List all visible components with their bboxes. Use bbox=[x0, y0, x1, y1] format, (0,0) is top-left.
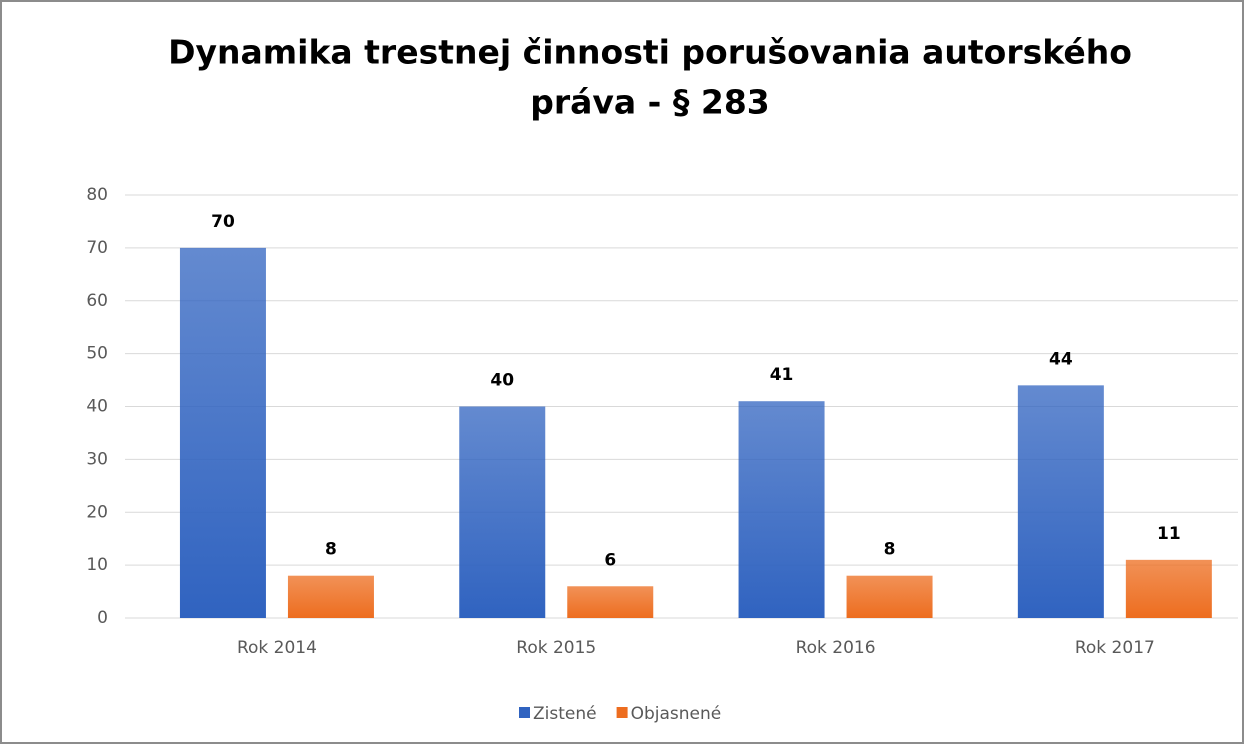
y-tick-label: 30 bbox=[86, 449, 108, 469]
data-label: 11 bbox=[1157, 524, 1181, 544]
x-tick-label: Rok 2014 bbox=[237, 638, 317, 658]
data-label: 44 bbox=[1049, 349, 1073, 369]
x-tick-label: Rok 2017 bbox=[1075, 638, 1155, 658]
y-tick-label: 40 bbox=[86, 397, 108, 417]
bar bbox=[179, 247, 266, 618]
chart-title: Dynamika trestnej činnosti porušovania a… bbox=[168, 33, 1132, 72]
legend-label: Zistené bbox=[533, 704, 597, 724]
legend-swatch bbox=[616, 707, 628, 718]
chart-title: práva - § 283 bbox=[530, 83, 770, 122]
data-label: 70 bbox=[211, 212, 235, 232]
data-label: 41 bbox=[770, 365, 794, 385]
bar bbox=[287, 575, 374, 618]
legend-swatch bbox=[519, 707, 530, 718]
bar bbox=[567, 586, 654, 618]
x-tick-label: Rok 2016 bbox=[796, 638, 876, 658]
data-label: 40 bbox=[490, 371, 514, 391]
y-tick-label: 0 bbox=[97, 608, 108, 628]
bar bbox=[459, 406, 546, 618]
bar bbox=[846, 575, 933, 618]
data-label: 6 bbox=[604, 550, 616, 570]
y-tick-label: 70 bbox=[86, 238, 108, 258]
y-tick-label: 60 bbox=[86, 291, 108, 311]
bar bbox=[1017, 385, 1104, 618]
y-tick-label: 50 bbox=[86, 344, 108, 364]
y-tick-label: 10 bbox=[86, 555, 108, 575]
y-tick-label: 80 bbox=[86, 185, 108, 205]
bar bbox=[1125, 559, 1212, 618]
legend-label: Objasnené bbox=[631, 704, 722, 724]
bar bbox=[738, 401, 825, 618]
data-label: 8 bbox=[325, 540, 337, 560]
data-label: 8 bbox=[884, 540, 896, 560]
x-tick-label: Rok 2015 bbox=[516, 638, 596, 658]
y-tick-label: 20 bbox=[86, 502, 108, 522]
